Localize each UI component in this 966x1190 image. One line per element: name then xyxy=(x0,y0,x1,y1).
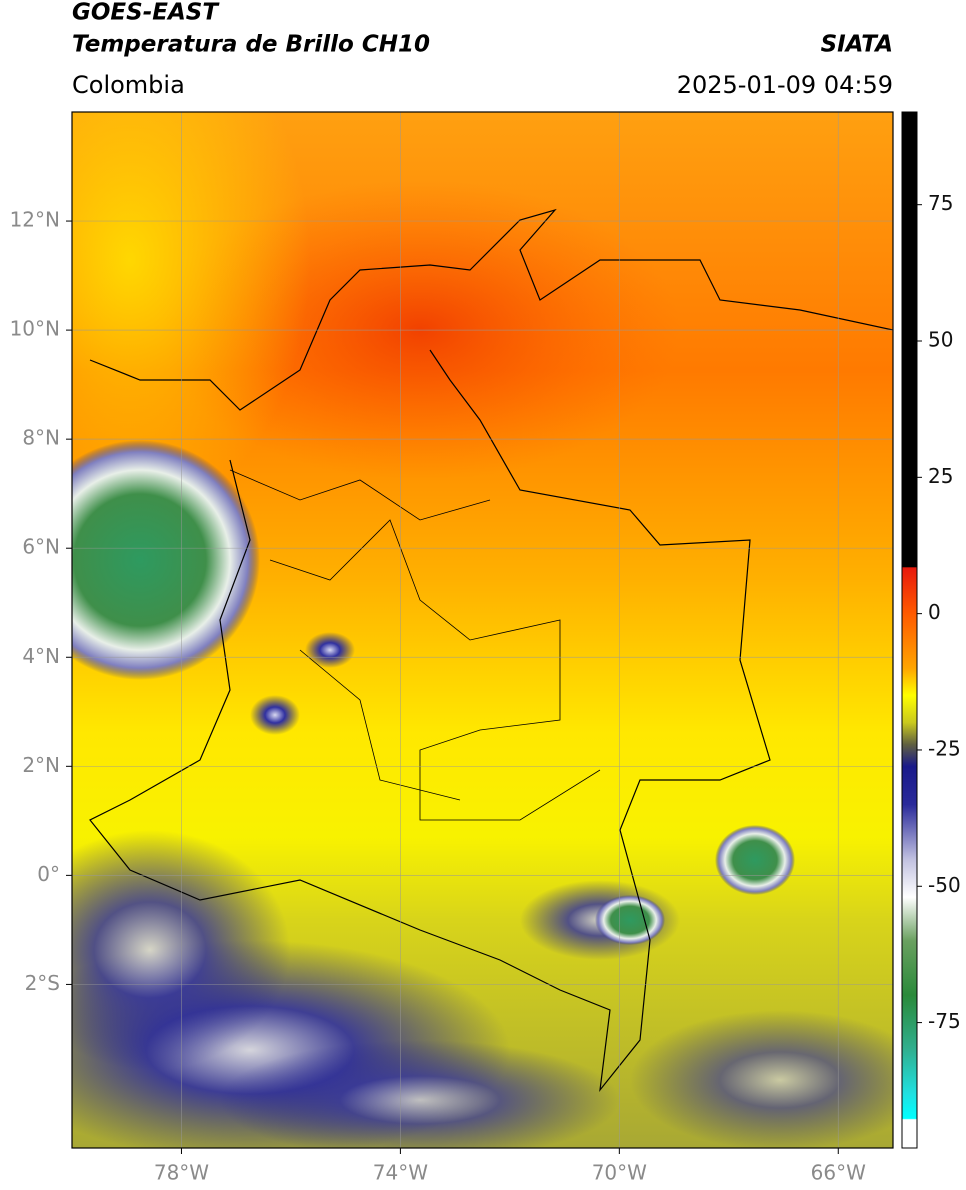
y-tick-label: 12°N xyxy=(10,208,60,232)
colorbar-tick-label: -75 xyxy=(928,1009,961,1033)
x-tick-label: 70°W xyxy=(592,1161,647,1185)
colorbar-tick-label: 75 xyxy=(928,191,953,215)
colorbar-tick-label: 25 xyxy=(928,464,953,488)
colorbar-tick-label: -50 xyxy=(928,873,961,897)
subtitle: Temperatura de Brillo CH10 xyxy=(72,32,430,58)
x-tick-label: 66°W xyxy=(811,1161,866,1185)
region: Colombia xyxy=(72,71,185,99)
x-tick-label: 78°W xyxy=(154,1161,209,1185)
y-tick-label: 2°S xyxy=(25,971,60,995)
map-frame xyxy=(71,111,894,1149)
y-tick-label: 10°N xyxy=(10,317,60,341)
graticule xyxy=(72,112,893,1148)
y-tick-label: 2°N xyxy=(22,753,60,777)
y-tick-label: 8°N xyxy=(22,426,60,450)
y-tick-label: 6°N xyxy=(22,535,60,559)
title: GOES-EAST xyxy=(72,0,220,26)
y-tick-label: 0° xyxy=(37,862,60,886)
colorbar-tick-label: -25 xyxy=(928,736,961,760)
y-tick-label: 4°N xyxy=(22,644,60,668)
x-tick-label: 74°W xyxy=(373,1161,428,1185)
source: SIATA xyxy=(821,32,893,58)
satellite-image xyxy=(72,112,893,1148)
colorbar xyxy=(901,111,918,1149)
colorbar-tick-label: 0 xyxy=(928,600,941,624)
colorbar-tick-label: 50 xyxy=(928,328,953,352)
datetime: 2025-01-09 04:59 xyxy=(677,71,893,99)
